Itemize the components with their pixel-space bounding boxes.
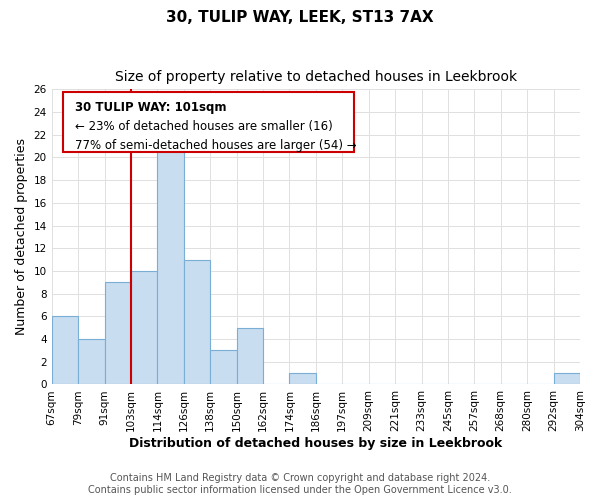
- Text: 30 TULIP WAY: 101sqm: 30 TULIP WAY: 101sqm: [76, 101, 227, 114]
- Bar: [52, 316, 78, 384]
- Y-axis label: Number of detached properties: Number of detached properties: [15, 138, 28, 336]
- Bar: [210, 350, 236, 384]
- Bar: [104, 282, 131, 384]
- Bar: [131, 271, 157, 384]
- Bar: [289, 373, 316, 384]
- Bar: [157, 146, 184, 384]
- Title: Size of property relative to detached houses in Leekbrook: Size of property relative to detached ho…: [115, 70, 517, 84]
- Text: Contains HM Land Registry data © Crown copyright and database right 2024.
Contai: Contains HM Land Registry data © Crown c…: [88, 474, 512, 495]
- Bar: [78, 339, 104, 384]
- Bar: [184, 260, 210, 384]
- Bar: [554, 373, 580, 384]
- Text: 30 TULIP WAY: 101sqm
← 23% of detached houses are smaller (16)
77% of semi-detac: 30 TULIP WAY: 101sqm ← 23% of detached h…: [68, 96, 349, 148]
- Bar: [236, 328, 263, 384]
- Text: 30, TULIP WAY, LEEK, ST13 7AX: 30, TULIP WAY, LEEK, ST13 7AX: [166, 10, 434, 25]
- X-axis label: Distribution of detached houses by size in Leekbrook: Distribution of detached houses by size …: [129, 437, 502, 450]
- Text: ← 23% of detached houses are smaller (16)
77% of semi-detached houses are larger: ← 23% of detached houses are smaller (16…: [76, 101, 357, 152]
